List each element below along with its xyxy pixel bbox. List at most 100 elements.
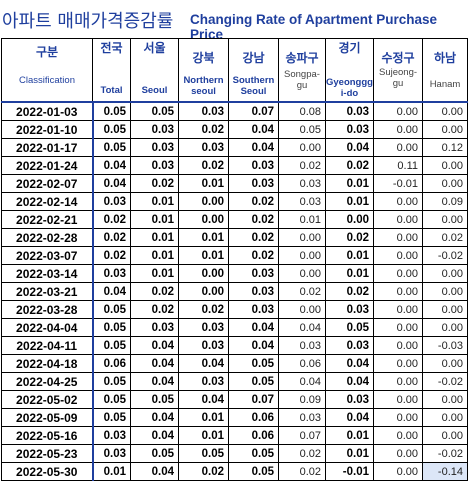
cell-songpa: 0.02: [278, 462, 326, 481]
cell-sujeong: 0.00: [373, 246, 423, 265]
cell-songpa: 0.03: [278, 192, 326, 211]
cell-sujeong: 0.00: [373, 372, 423, 391]
cell-sujeong: 0.00: [373, 282, 423, 301]
table-row: 2022-05-30 0.01 0.04 0.02 0.05 0.02 -0.01 0.00-…: [1, 462, 468, 481]
cell-gyeonggi: 0.03: [325, 120, 374, 139]
title-bar: 아파트 매매가격증감률 Changing Rate of Apartment P…: [0, 0, 469, 42]
cell-gyeonggi: 0.03: [325, 336, 374, 355]
cell-seoul: 0.01: [130, 192, 179, 211]
cell-total: 0.05: [91, 138, 131, 157]
cell-gangbuk: 0.03: [178, 138, 229, 157]
cell-gyeonggi: 0.02: [325, 156, 374, 175]
cell-seoul: 0.04: [130, 426, 179, 445]
cell-sujeong: 0.00: [373, 138, 423, 157]
cell-gyeonggi: 0.01: [325, 246, 374, 265]
column-header-hanam: 하남 Hanam: [422, 38, 468, 103]
cell-date: 2022-05-23: [1, 444, 93, 463]
cell-date: 2022-05-16: [1, 426, 93, 445]
cell-songpa: 0.07: [278, 426, 326, 445]
cell-gangbuk: 0.03: [178, 318, 229, 337]
cell-date: 2022-04-04: [1, 318, 93, 337]
cell-seoul: 0.01: [130, 264, 179, 283]
cell-seoul: 0.03: [130, 138, 179, 157]
cell-songpa: 0.05: [278, 120, 326, 139]
cell-songpa: 0.03: [278, 408, 326, 427]
table-row: 2022-05-16 0.03 0.04 0.01 0.06 0.07 0.01 0.00 0.…: [1, 426, 468, 445]
cell-gangnam: 0.03: [228, 264, 279, 283]
table-row: 2022-04-11 0.05 0.04 0.03 0.04 0.03 0.03 0.00 -0…: [1, 336, 468, 355]
cell-total: 0.03: [91, 192, 131, 211]
cell-gangbuk: 0.05: [178, 444, 229, 463]
table-row: 2022-02-07 0.04 0.02 0.01 0.03 0.03 0.01 -0.01 0…: [1, 174, 468, 193]
cell-gangnam: 0.02: [228, 210, 279, 229]
cell-gangnam: 0.03: [228, 156, 279, 175]
cell-hanam: 0.02: [422, 228, 468, 247]
cell-gangbuk: 0.00: [178, 210, 229, 229]
cell-gangnam: 0.04: [228, 336, 279, 355]
cell-gangbuk: 0.00: [178, 264, 229, 283]
cell-hanam: 0.00: [422, 210, 468, 229]
cell-seoul: 0.03: [130, 120, 179, 139]
cell-songpa: 0.00: [278, 138, 326, 157]
table-row: 2022-01-24 0.04 0.03 0.02 0.03 0.02 0.02 0.11 0.…: [1, 156, 468, 175]
cell-sujeong: 0.00: [373, 192, 423, 211]
cell-sujeong: 0.00: [373, 300, 423, 319]
cell-hanam: 0.00: [422, 390, 468, 409]
cell-gyeonggi: 0.02: [325, 282, 374, 301]
cell-date: 2022-05-30: [1, 462, 93, 481]
cell-total: 0.02: [91, 246, 131, 265]
cell-seoul: 0.05: [130, 390, 179, 409]
cell-date: 2022-02-28: [1, 228, 93, 247]
cell-date: 2022-04-18: [1, 354, 93, 373]
cell-songpa: 0.02: [278, 282, 326, 301]
cell-date: 2022-03-28: [1, 300, 93, 319]
cell-gangnam: 0.03: [228, 300, 279, 319]
cell-total: 0.04: [91, 174, 131, 193]
cell-gangbuk: 0.01: [178, 408, 229, 427]
cell-sujeong: 0.00: [373, 210, 423, 229]
cell-gyeonggi: 0.05: [325, 318, 374, 337]
cell-hanam: 0.09: [422, 192, 468, 211]
cell-songpa: 0.02: [278, 156, 326, 175]
table-row: 2022-01-17 0.05 0.03 0.03 0.04 0.00 0.04 0.00 0.…: [1, 138, 468, 157]
table-row: 2022-03-07 0.02 0.01 0.01 0.02 0.00 0.01 0.00 -0…: [1, 246, 468, 265]
cell-total: 0.05: [91, 318, 131, 337]
cell-sujeong: 0.00: [373, 408, 423, 427]
table-row: 2022-05-09 0.05 0.04 0.01 0.06 0.03 0.04 0.00 0.…: [1, 408, 468, 427]
cell-gangbuk: 0.02: [178, 120, 229, 139]
table-row: 2022-02-21 0.02 0.01 0.00 0.02 0.01 0.00 0.00 0.…: [1, 210, 468, 229]
cell-songpa: 0.00: [278, 300, 326, 319]
cell-gangbuk: 0.01: [178, 246, 229, 265]
table-body: 2022-01-03 0.05 0.05 0.03 0.07 0.08 0.03 0.00 0.…: [1, 101, 468, 481]
cell-gangbuk: 0.00: [178, 282, 229, 301]
cell-gangnam: 0.02: [228, 192, 279, 211]
cell-total: 0.04: [91, 156, 131, 175]
cell-date: 2022-01-10: [1, 120, 93, 139]
table-row: 2022-05-23 0.03 0.05 0.05 0.05 0.02 0.01 0.00 -0…: [1, 444, 468, 463]
cell-hanam: 0.12: [422, 138, 468, 157]
cell-hanam: 0.00: [422, 300, 468, 319]
cell-total: 0.05: [91, 390, 131, 409]
cell-gangbuk: 0.01: [178, 228, 229, 247]
cell-gangnam: 0.07: [228, 101, 279, 121]
cell-gangnam: 0.05: [228, 354, 279, 373]
cell-date: 2022-03-21: [1, 282, 93, 301]
cell-total: 0.05: [91, 300, 131, 319]
cell-total: 0.03: [91, 444, 131, 463]
cell-gangnam: 0.05: [228, 444, 279, 463]
column-header-gyeonggi: 경기 Gyeonggg i-do: [325, 38, 374, 103]
header-row: 구분 Classification 전국 Total 서울 Seoul 강북 N…: [1, 38, 468, 103]
cell-total: 0.06: [91, 354, 131, 373]
cell-gangbuk: 0.00: [178, 192, 229, 211]
cell-songpa: 0.00: [278, 246, 326, 265]
cell-total: 0.01: [91, 462, 131, 481]
cell-date: 2022-02-21: [1, 210, 93, 229]
cell-sujeong: 0.00: [373, 390, 423, 409]
column-header-seoul: 서울 Seoul: [130, 38, 179, 103]
cell-gangnam: 0.05: [228, 372, 279, 391]
cell-gangbuk: 0.02: [178, 300, 229, 319]
cell-sujeong: 0.00: [373, 264, 423, 283]
cell-sujeong: 0.00: [373, 444, 423, 463]
cell-seoul: 0.02: [130, 282, 179, 301]
cell-songpa: 0.08: [278, 101, 326, 121]
